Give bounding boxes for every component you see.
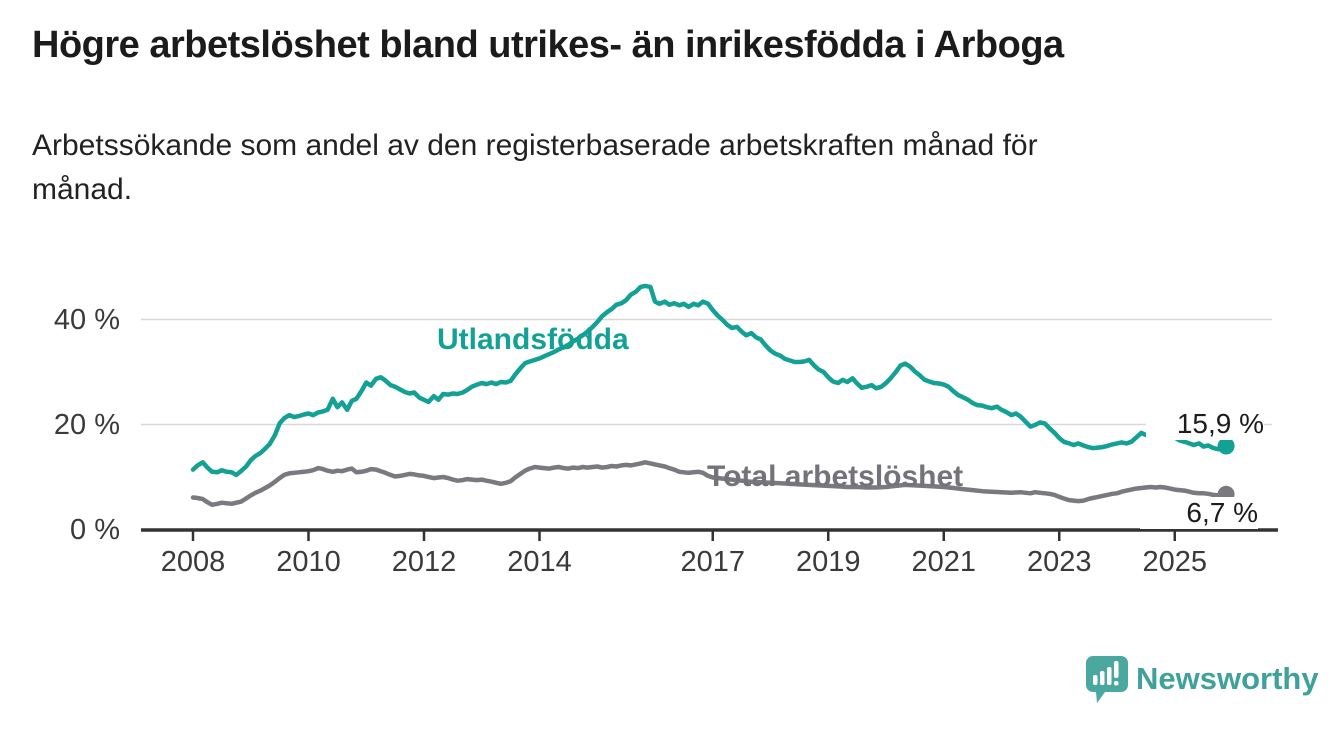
x-tick-label-2025: 2025 [1142,546,1207,578]
y-tick-label-40: 40 % [53,303,120,336]
series-line-total-arbetsl-shet [190,460,1229,508]
page-subtitle: Arbetssökande som andel av den registerb… [32,124,1272,212]
end-value-label-total: 6,7 % [1140,497,1258,529]
newsworthy-logo-text: Newsworthy [1136,661,1319,696]
y-tick-label-0: 0 % [70,513,120,546]
end-value-label-utlandsfodda: 15,9 % [1146,408,1264,440]
x-tick-label-2021: 2021 [911,546,976,578]
x-tick-label-2014: 2014 [507,546,572,578]
subtitle-line-2: månad. [32,173,133,206]
x-tick-label-2010: 2010 [276,546,341,578]
x-tick-label-2019: 2019 [795,546,861,578]
x-tick-label-2012: 2012 [391,546,457,578]
x-tick-label-2008: 2008 [160,546,226,578]
x-tick-label-2017: 2017 [680,546,745,578]
series-end-dot-utlandsf-dda [1217,437,1235,455]
series-label-utlandsfodda: Utlandsfödda [437,323,629,356]
subtitle-line-1: Arbetssökande som andel av den registerb… [32,129,1038,162]
page-title: Högre arbetslöshet bland utrikes- än inr… [32,24,1064,66]
y-tick-label-20: 20 % [53,408,120,441]
series-line-utlandsf-dda [190,283,1229,478]
series-label-total-arbetsloshet: Total arbetslöshet [707,460,964,493]
x-tick-label-2023: 2023 [1026,546,1092,578]
newsworthy-logo-icon [1086,656,1128,703]
